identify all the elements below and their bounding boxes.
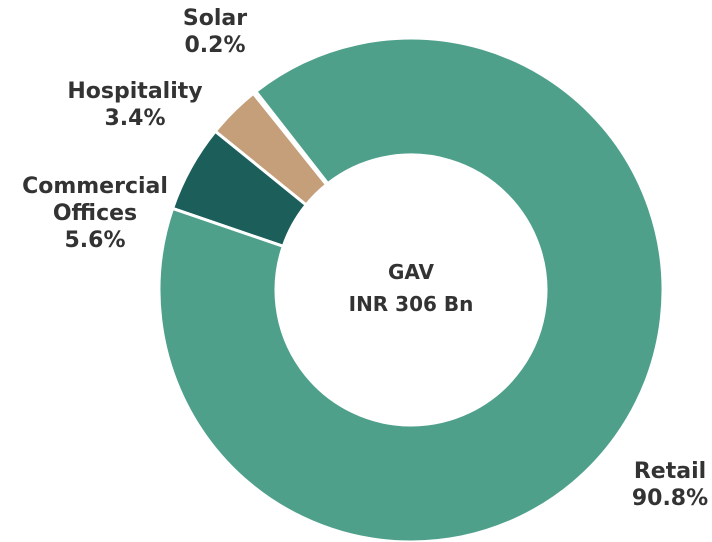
slice-label: Commercial Offices [22, 174, 168, 226]
donut-segment [170, 129, 309, 249]
center-text: INR 306 Bn [349, 292, 474, 316]
slice-value-label: 5.6% [64, 228, 126, 253]
slice-label: Retail [633, 459, 707, 484]
slice-value-label: 90.8% [631, 486, 709, 511]
center-text: GAV [388, 260, 435, 284]
slice-value-label: 0.2% [184, 33, 246, 58]
slice-label: Hospitality [67, 79, 203, 104]
slice-value-label: 3.4% [104, 106, 166, 131]
donut-segment [157, 36, 665, 542]
donut-segment [213, 91, 329, 208]
slice-label: Solar [182, 6, 248, 31]
